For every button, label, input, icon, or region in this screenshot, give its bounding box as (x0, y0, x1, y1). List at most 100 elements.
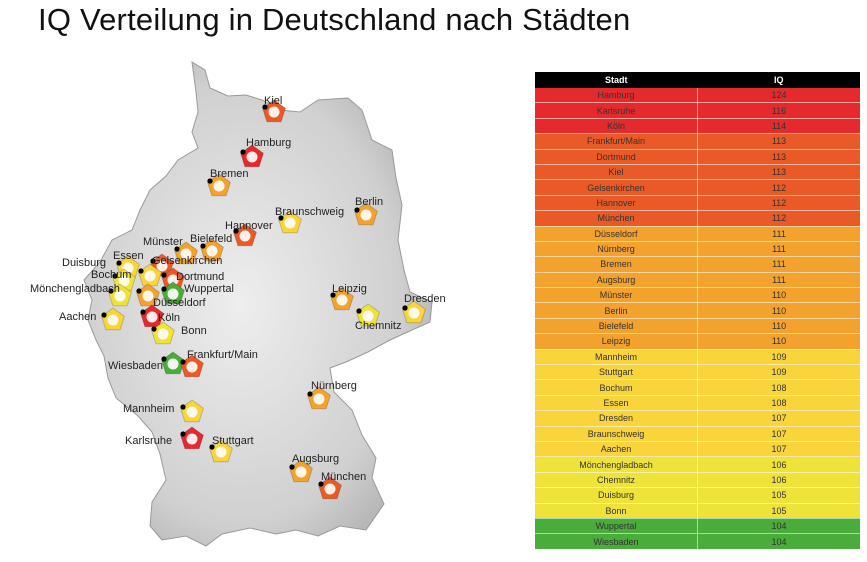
city-marker-k-ln: Köln (140, 304, 180, 328)
location-dot (161, 356, 167, 362)
city-label: Leipzig (332, 283, 367, 295)
table-cell-iq: 111 (697, 272, 860, 289)
table-cell-city: Bielefeld (535, 318, 698, 335)
city-marker-bielefeld: Bielefeld (190, 233, 232, 262)
city-marker-hamburg: Hamburg (240, 137, 291, 168)
city-marker-frankfurt-main: Frankfurt/Main (180, 349, 258, 378)
city-marker-m-nchen: München (318, 471, 366, 500)
table-cell-iq: 110 (697, 287, 860, 304)
city-marker-hannover: Hannover (225, 220, 273, 247)
table-cell-iq: 108 (697, 395, 860, 412)
location-dot (180, 404, 186, 410)
location-dot (161, 286, 167, 292)
city-marker-dresden: Dresden (402, 293, 446, 324)
city-marker-kiel: Kiel (262, 95, 286, 123)
table-row: Mannheim 109 (535, 349, 860, 366)
table-cell-iq: 111 (697, 226, 860, 242)
head-icon (408, 307, 420, 319)
germany-map: Kiel Hamburg Bremen Berlin BraunschweigHanno… (30, 61, 446, 547)
city-marker-bremen: Bremen (207, 168, 249, 197)
table-cell-iq: 112 (697, 210, 860, 227)
table-row: Hamburg 124 (535, 88, 860, 104)
table-row: Bonn 105 (535, 503, 860, 519)
head-icon (180, 248, 192, 260)
city-label: Augsburg (292, 453, 339, 465)
table-row: Dresden 107 (535, 410, 860, 427)
table-cell-iq: 114 (697, 118, 860, 135)
city-label: Wuppertal (184, 283, 234, 295)
city-marker-mannheim: Mannheim (123, 399, 204, 423)
city-label: Münster (143, 236, 183, 248)
table-cell-iq: 111 (697, 241, 860, 258)
table-cell-iq: 109 (697, 349, 860, 366)
table-cell-city: Essen (535, 395, 698, 412)
table-cell-city: Karlsruhe (535, 102, 698, 119)
table-cell-iq: 109 (697, 364, 860, 381)
table-cell-city: Düsseldorf (535, 226, 698, 242)
table-cell-city: Berlin (535, 302, 698, 319)
table-cell-city: Duisburg (535, 487, 698, 504)
location-dot (278, 215, 284, 221)
table-cell-iq: 112 (697, 195, 860, 212)
location-dot (200, 243, 206, 249)
table-cell-city: Münster (535, 287, 698, 304)
table-row: Bielefeld 110 (535, 318, 860, 335)
city-label: Nürnberg (311, 380, 357, 392)
table-row: Stuttgart 109 (535, 364, 860, 381)
table-row: Dortmund 113 (535, 149, 860, 165)
city-label: Duisburg (62, 257, 106, 269)
table-row: Aachen 107 (535, 441, 860, 458)
table-cell-iq: 110 (697, 333, 860, 350)
location-dot (151, 326, 157, 332)
head-icon (324, 483, 336, 495)
head-icon (156, 260, 168, 272)
city-marker-n-rnberg: Nürnberg (307, 380, 357, 410)
head-icon (146, 311, 158, 323)
city-marker-wiesbaden: Wiesbaden (108, 351, 185, 375)
head-icon (107, 314, 119, 326)
head-icon (213, 180, 225, 192)
location-dot (240, 149, 246, 155)
location-dot (174, 246, 180, 252)
city-label: Bonn (181, 325, 207, 337)
head-icon (362, 310, 374, 322)
table-cell-city: Aachen (535, 441, 698, 458)
table-cell-city: Frankfurt/Main (535, 133, 698, 150)
head-icon (284, 217, 296, 229)
table-cell-city: Stuttgart (535, 364, 698, 381)
table-cell-iq: 104 (697, 533, 860, 550)
city-label: Bochum (91, 269, 131, 281)
location-dot (180, 431, 186, 437)
head-icon (268, 106, 280, 118)
location-dot (289, 464, 295, 470)
location-dot (356, 308, 362, 314)
city-marker-dortmund: Dortmund (161, 267, 224, 291)
city-label: Essen (113, 250, 144, 262)
head-icon (295, 466, 307, 478)
city-label: Mönchengladbach (30, 283, 120, 295)
table-cell-city: Gelsenkirchen (535, 179, 698, 196)
table-row: Wuppertal 104 (535, 518, 860, 535)
location-dot (108, 288, 114, 294)
city-label: Stuttgart (212, 435, 254, 447)
city-label: Köln (158, 312, 180, 324)
city-marker-leipzig: Leipzig (330, 283, 367, 311)
table-cell-city: Mönchengladbach (535, 456, 698, 473)
table-row: Gelsenkirchen 112 (535, 179, 860, 196)
table-row: Essen 108 (535, 395, 860, 412)
table-cell-city: Wiesbaden (535, 533, 698, 550)
table-cell-iq: 104 (697, 518, 860, 535)
table-cell-city: Mannheim (535, 349, 698, 366)
table-row: Augsburg 111 (535, 272, 860, 289)
table-cell-iq: 106 (697, 456, 860, 473)
table-row: Chemnitz 106 (535, 472, 860, 489)
table-row: Braunschweig 107 (535, 426, 860, 442)
location-dot (136, 288, 142, 294)
location-dot (161, 272, 167, 278)
table-row: Bremen 111 (535, 256, 860, 273)
head-icon (215, 446, 227, 458)
city-label: Bremen (210, 168, 249, 180)
table-row: Düsseldorf 111 (535, 226, 860, 242)
city-marker-wuppertal: Wuppertal (161, 281, 234, 305)
table-row: Wiesbaden 104 (535, 533, 860, 550)
